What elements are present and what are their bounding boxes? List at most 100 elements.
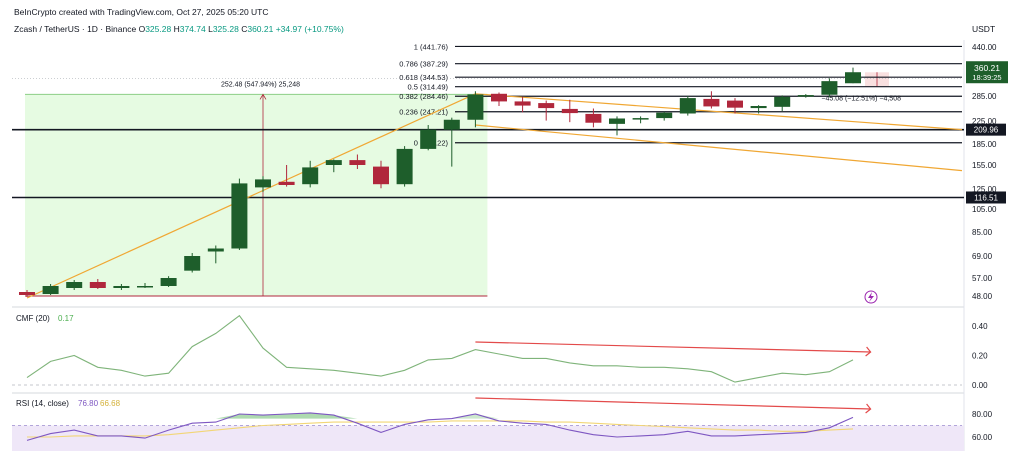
- cmf-tick-label: 0.00: [972, 381, 988, 390]
- candle-bull: [750, 106, 767, 109]
- rsi-ma-value: 66.68: [100, 399, 121, 408]
- fib-label: 0.5 (314.49): [408, 83, 449, 92]
- candle-countdown-label: 18:39:25: [972, 73, 1001, 82]
- chart-credit: BeInCrypto created with TradingView.com,…: [14, 7, 269, 17]
- level-label: 209.96: [974, 126, 999, 135]
- price-tick-label: 185.00: [972, 140, 997, 149]
- candle-bull: [609, 118, 625, 124]
- rsi-divergence-arrow: [865, 403, 872, 414]
- candle-bear: [19, 292, 35, 295]
- candle-bull: [467, 94, 484, 120]
- price-tick-label: 57.00: [972, 274, 993, 283]
- cmf-tick-label: 0.40: [972, 322, 988, 331]
- candle-bear: [373, 166, 389, 185]
- price-tick-label: 105.00: [972, 205, 997, 214]
- candle-bull: [443, 119, 460, 130]
- level-label-bg: [966, 191, 1006, 204]
- symbol-legend[interactable]: Zcash / TetherUS · 1D · Binance O325.28 …: [14, 24, 344, 34]
- fib-label: 0.382 (284.46): [399, 92, 448, 101]
- rsi-line: [26, 412, 854, 441]
- channel-lower-line: [475, 124, 963, 172]
- fib-label: 0.786 (387.29): [399, 60, 448, 69]
- cmf-line: [26, 314, 854, 383]
- candle-bull: [137, 286, 153, 288]
- measure-arrow-head: [259, 93, 267, 100]
- range-fill: [25, 94, 488, 296]
- uptrend-line: [26, 93, 476, 299]
- rsi-pane: RSI (14, close) 76.80 66.68 80.00 60.00: [12, 397, 993, 451]
- candle-bull: [420, 129, 437, 149]
- rsi-tick-label: 60.00: [972, 433, 993, 442]
- candle-bear: [514, 101, 531, 106]
- fib-label: 0.618 (344.53): [399, 73, 448, 82]
- candle-bull: [396, 148, 413, 185]
- candle-bear: [89, 282, 106, 288]
- ohlc-low: L325.28: [208, 24, 239, 34]
- price-change: +34.97 (+10.75%): [275, 24, 344, 34]
- rsi-tick-label: 80.00: [972, 410, 993, 419]
- candle-bull: [302, 167, 319, 185]
- candle-bull: [632, 118, 649, 120]
- rsi-title: RSI (14, close): [16, 399, 69, 408]
- price-tick-label: 440.00: [972, 43, 997, 52]
- level-label-bg: [966, 123, 1006, 136]
- rsi-divergence-line: [475, 397, 871, 410]
- candle-bull: [184, 256, 201, 271]
- rsi-value: 76.80: [78, 399, 99, 408]
- candle-bull: [325, 160, 342, 165]
- candle-bear: [278, 181, 295, 185]
- candle-bear: [538, 103, 555, 109]
- channel-upper-line: [475, 93, 963, 131]
- candle-bear: [491, 93, 507, 102]
- candle-bear: [349, 160, 366, 165]
- candle-bull: [774, 96, 791, 107]
- candles: [19, 67, 861, 297]
- price-axis: 440.00 285.00 225.00 185.00 155.00 125.00 105.…: [864, 43, 1008, 304]
- price-tick-label: 69.00: [972, 252, 993, 261]
- candle-bear: [703, 98, 720, 107]
- candle-bull: [845, 72, 861, 84]
- trend-channel: [26, 93, 963, 299]
- price-tick-label: 85.00: [972, 228, 993, 237]
- candle-bear: [585, 113, 602, 123]
- fib-label: 0.236 (247.21): [399, 108, 448, 117]
- candle-bull: [160, 278, 177, 286]
- cmf-value: 0.17: [58, 314, 74, 323]
- rsi-overbought-fill: [428, 414, 523, 419]
- candle-bear: [727, 100, 743, 108]
- horizontal-levels: 209.96 116.51: [12, 123, 1006, 204]
- measure-range-zone: 252.48 (547.94%) 25,248 −45.08 (−12.51%) …: [25, 72, 901, 297]
- lightning-icon[interactable]: [864, 290, 878, 304]
- price-tick-label: 125.00: [972, 185, 997, 194]
- candle-bull: [207, 248, 224, 252]
- rsi-ma-line: [27, 420, 854, 438]
- candle-bull: [821, 81, 838, 95]
- candle-bull: [679, 98, 696, 114]
- level-label: 116.51: [974, 193, 998, 202]
- lightning-icon-bolt: [868, 292, 874, 302]
- candle-bull: [656, 112, 673, 119]
- candle-bear: [561, 108, 578, 114]
- price-tick-label: 155.00: [972, 161, 997, 170]
- last-price-badge: [966, 61, 1008, 84]
- ohlc-open: O325.28: [138, 24, 172, 34]
- last-price-label: 360.21: [974, 63, 1000, 73]
- ohlc-high: H374.74: [173, 24, 206, 34]
- candle-bull: [231, 183, 248, 249]
- candle-bull: [113, 286, 130, 288]
- candle-bull: [797, 95, 814, 97]
- measure-up-label: 252.48 (547.94%) 25,248: [221, 81, 300, 88]
- cmf-divergence-line: [475, 341, 871, 353]
- price-axis-unit: USDT: [972, 24, 996, 34]
- cmf-divergence-arrow: [865, 346, 872, 357]
- price-tick-label: 48.00: [972, 292, 993, 301]
- measure-down-label: −45.08 (−12.51%) −4,508: [821, 95, 901, 102]
- candle-bull: [66, 282, 83, 288]
- cmf-tick-label: 0.20: [972, 352, 988, 361]
- cmf-pane: CMF (20) 0.17 0.40 0.20 0.00: [12, 314, 988, 390]
- symbol-name: Zcash / TetherUS · 1D · Binance: [14, 24, 137, 34]
- price-tick-label: 285.00: [972, 92, 997, 101]
- candle-bull: [255, 179, 271, 188]
- fib-label: 1 (441.76): [414, 42, 449, 51]
